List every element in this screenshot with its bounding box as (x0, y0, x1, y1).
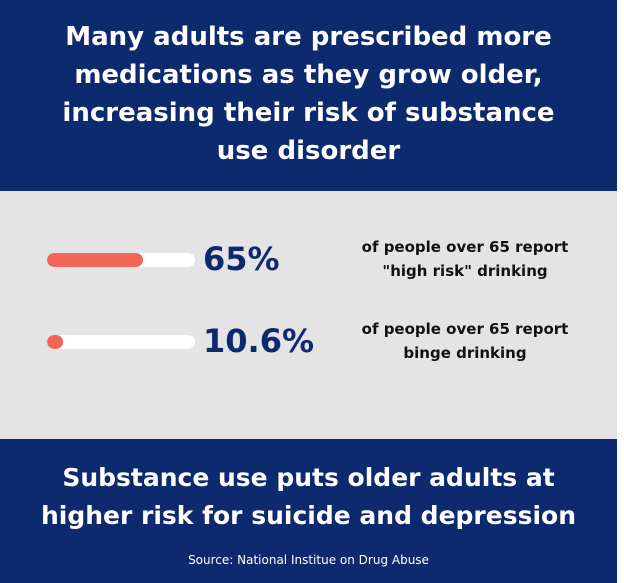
stat-description-line: "high risk" drinking (382, 262, 548, 280)
stat-description-line: of people over 65 report (361, 320, 569, 338)
stat-description-line: of people over 65 report (361, 238, 569, 256)
header-band: Many adults are prescribed more medicati… (0, 0, 617, 191)
progress-track (47, 335, 195, 349)
stats-panel: 65% of people over 65 report "high risk"… (0, 191, 617, 439)
stat-row-high-risk: 65% of people over 65 report "high risk"… (0, 229, 617, 309)
headline-line: use disorder (216, 136, 401, 166)
stat-description-line: binge drinking (403, 344, 527, 362)
footer-band: Substance use puts older adults at highe… (0, 439, 617, 583)
stat-description: of people over 65 report "high risk" dri… (340, 235, 590, 283)
stat-row-binge: 10.6% of people over 65 report binge dri… (0, 311, 617, 391)
footer-headline-line: higher risk for suicide and depression (40, 501, 577, 530)
source-credit: Source: National Institue on Drug Abuse (188, 553, 429, 567)
headline-line: increasing their risk of substance (62, 98, 555, 128)
headline-line: Many adults are prescribed more (65, 22, 552, 52)
progress-track (47, 253, 195, 267)
headline-line: medications as they grow older, (74, 60, 543, 90)
footer-headline-line: Substance use puts older adults at (62, 463, 555, 492)
stat-value: 65% (203, 240, 280, 278)
headline: Many adults are prescribed more medicati… (20, 18, 597, 170)
footer-headline: Substance use puts older adults at highe… (10, 459, 607, 535)
progress-fill (47, 253, 144, 267)
progress-fill (47, 335, 63, 349)
stat-description: of people over 65 report binge drinking (340, 317, 590, 365)
stat-value: 10.6% (203, 322, 315, 360)
